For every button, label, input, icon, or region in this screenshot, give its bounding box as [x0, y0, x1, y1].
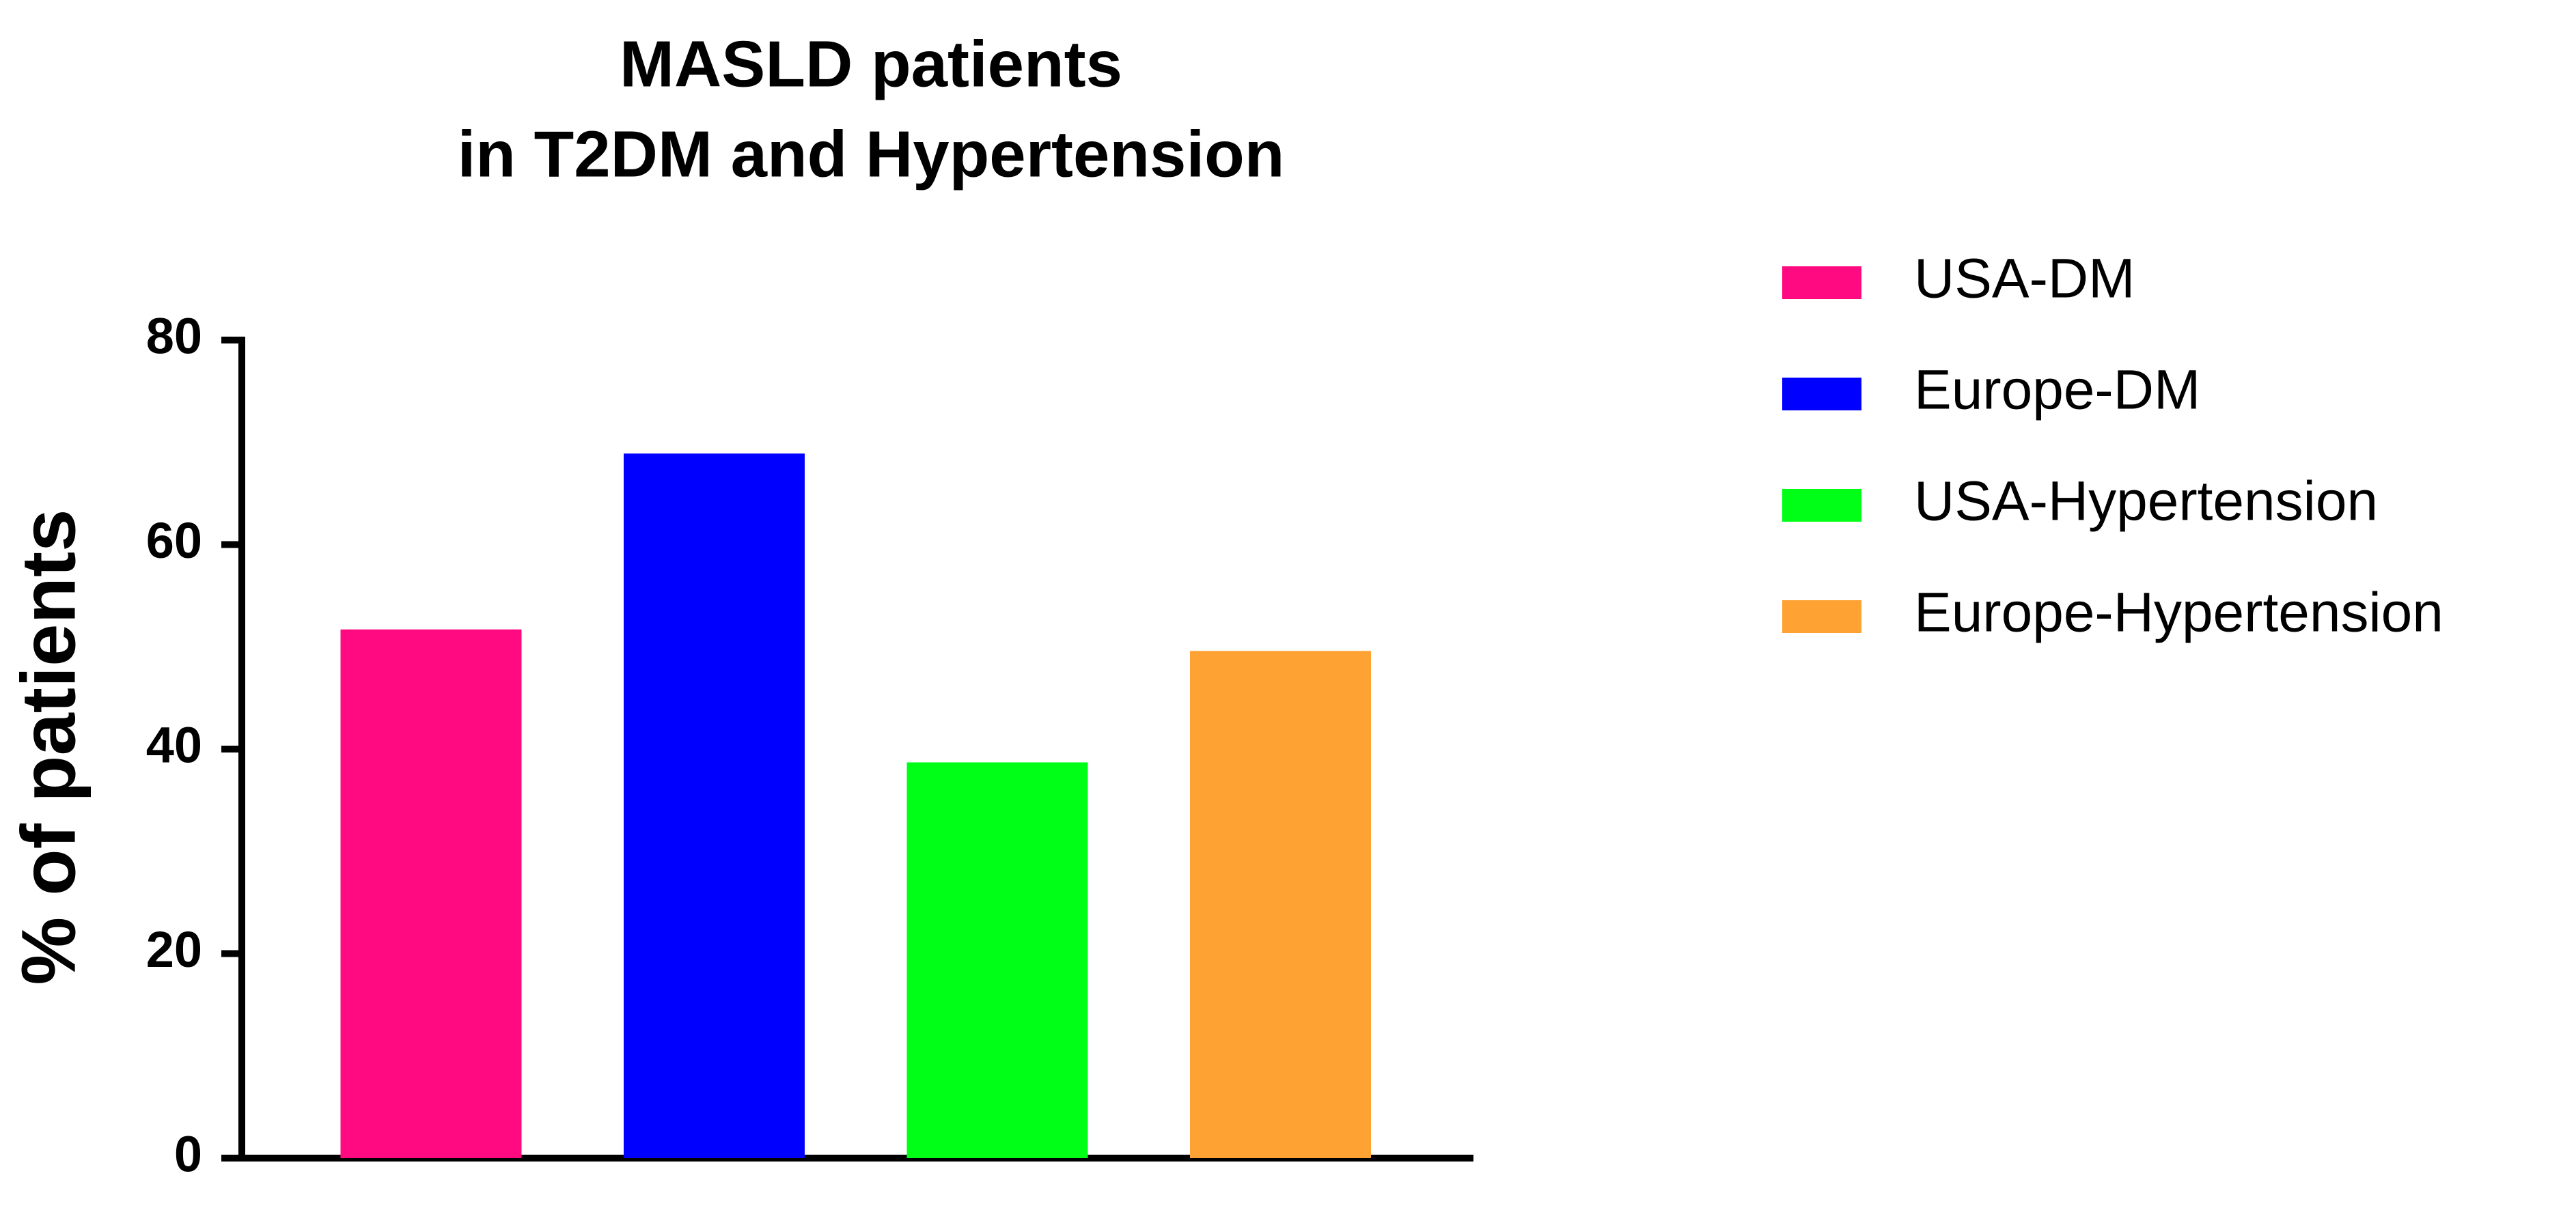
chart-title: in T2DM and Hypertension — [458, 117, 1285, 191]
bar — [906, 762, 1088, 1158]
chart-title: MASLD patients — [620, 27, 1122, 100]
bar — [340, 629, 522, 1158]
legend-label: USA-DM — [1914, 248, 2135, 310]
legend-label: USA-Hypertension — [1914, 470, 2378, 533]
y-tick-label: 80 — [146, 308, 202, 365]
legend-label: Europe-DM — [1914, 359, 2200, 421]
legend-swatch — [1782, 489, 1861, 522]
y-tick-label: 60 — [146, 512, 202, 569]
y-tick-label: 20 — [146, 921, 202, 978]
legend-swatch — [1782, 266, 1861, 299]
y-axis-label: % of patients — [6, 509, 92, 985]
bar — [624, 453, 805, 1159]
y-tick-label: 40 — [146, 717, 202, 774]
legend-label: Europe-Hypertension — [1914, 582, 2443, 644]
bar — [1190, 651, 1371, 1158]
y-tick-label: 0 — [174, 1126, 202, 1183]
legend-swatch — [1782, 600, 1861, 633]
legend-swatch — [1782, 378, 1861, 410]
